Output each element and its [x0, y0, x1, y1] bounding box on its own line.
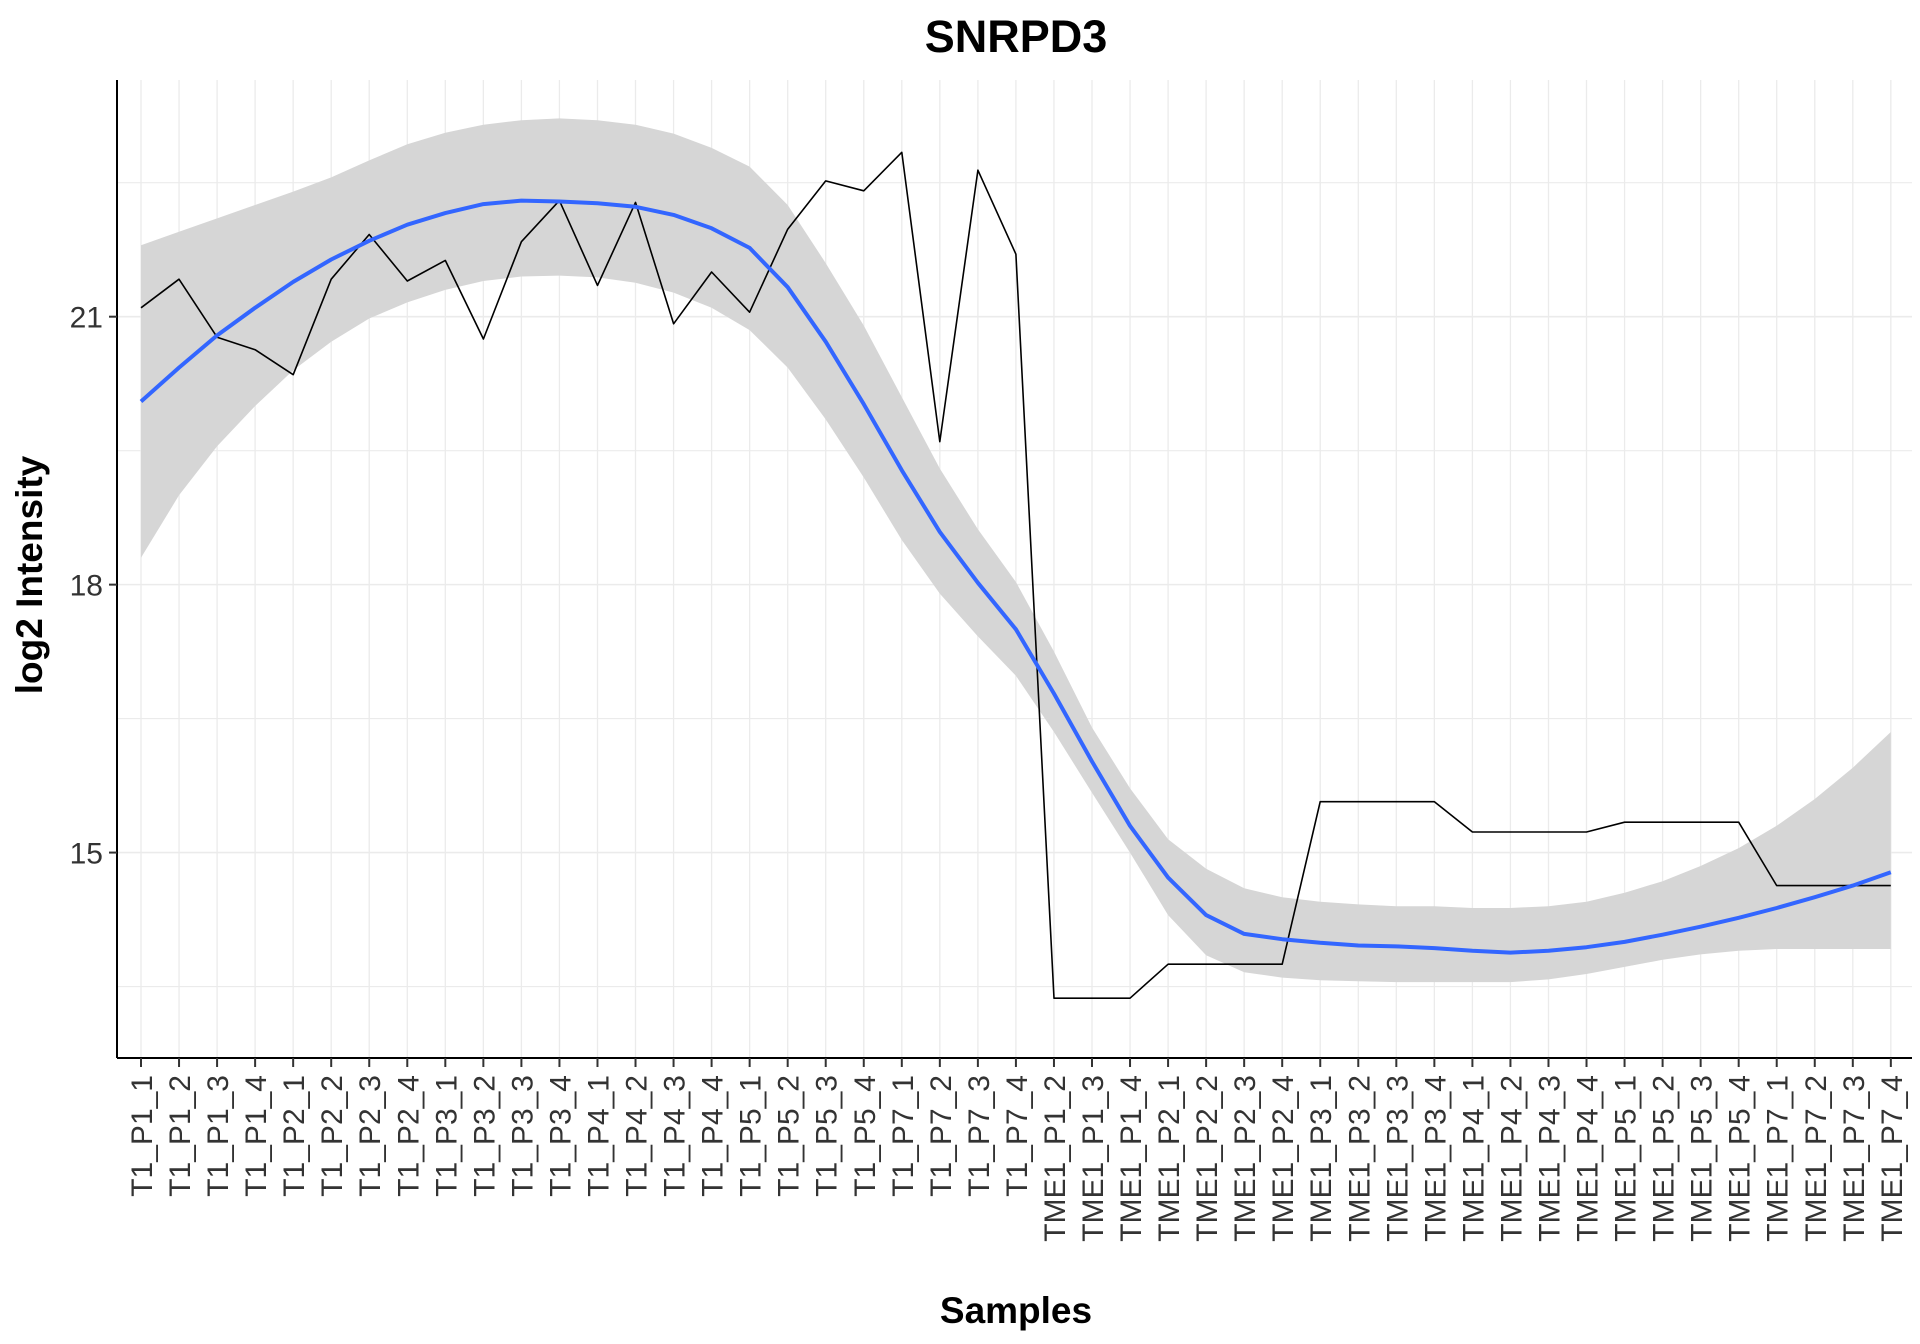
- y-tick-label: 15: [70, 838, 103, 871]
- x-tick-label: T1_P7_2: [925, 1075, 958, 1197]
- x-tick-label: TME1_P7_2: [1800, 1075, 1833, 1242]
- x-tick-label: T1_P1_3: [202, 1075, 235, 1197]
- x-tick-label: T1_P4_3: [659, 1075, 692, 1197]
- x-tick-label: T1_P7_1: [887, 1075, 920, 1197]
- x-tick-label: T1_P3_4: [544, 1075, 577, 1197]
- smooth-line: [139, 198, 1892, 955]
- axes: [116, 80, 1912, 1059]
- x-tick-label: TME1_P7_3: [1838, 1075, 1871, 1242]
- x-tick-label: T1_P4_2: [621, 1075, 654, 1197]
- x-tick-label: TME1_P2_3: [1229, 1075, 1262, 1242]
- x-tick-label: TME1_P3_2: [1343, 1075, 1376, 1242]
- x-tick-label: TME1_P7_4: [1876, 1075, 1909, 1242]
- x-tick-label: T1_P5_2: [773, 1075, 806, 1197]
- x-tick-label: TME1_P3_1: [1305, 1075, 1338, 1242]
- x-tick-label: T1_P2_4: [392, 1075, 425, 1197]
- x-tick-label: TME1_P2_2: [1191, 1075, 1224, 1242]
- x-tick-label: T1_P5_3: [811, 1075, 844, 1197]
- x-tick-label: T1_P2_1: [278, 1075, 311, 1197]
- chart-title: SNRPD3: [925, 11, 1108, 62]
- x-tick-label: TME1_P1_3: [1077, 1075, 1110, 1242]
- x-tick-label: T1_P2_2: [316, 1075, 349, 1197]
- x-tick-label: TME1_P4_4: [1572, 1075, 1605, 1242]
- x-tick-label: T1_P5_1: [735, 1075, 768, 1197]
- x-tick-label: TME1_P5_2: [1648, 1075, 1681, 1242]
- x-tick-label: TME1_P5_3: [1686, 1075, 1719, 1242]
- x-tick-label: TME1_P5_4: [1724, 1075, 1757, 1242]
- y-ticks: 15 18 21: [70, 302, 117, 871]
- x-tick-label: T1_P5_4: [849, 1075, 882, 1197]
- x-tick-label: TME1_P2_1: [1153, 1075, 1186, 1242]
- x-tick-label: TME1_P4_3: [1534, 1075, 1567, 1242]
- x-tick-label: TME1_P4_1: [1457, 1075, 1490, 1242]
- x-tick-label: TME1_P7_1: [1762, 1075, 1795, 1242]
- x-tick-label: TME1_P5_1: [1610, 1075, 1643, 1242]
- observed-line: [140, 151, 1891, 1000]
- x-tick-label: T1_P3_3: [506, 1075, 539, 1197]
- confidence-band: [141, 118, 1891, 983]
- y-tick-label: 18: [70, 570, 103, 603]
- x-tick-label: T1_P7_4: [1001, 1075, 1034, 1197]
- x-tick-label: TME1_P2_4: [1267, 1075, 1300, 1242]
- x-tick-label: T1_P1_2: [164, 1075, 197, 1197]
- x-ticks: T1_P1_1 T1_P1_2 T1_P1_3 T1_P1_4 T1_P2_1 T1_P2…: [126, 1058, 1909, 1242]
- x-tick-label: TME1_P3_4: [1419, 1075, 1452, 1242]
- x-tick-label: T1_P7_3: [963, 1075, 996, 1197]
- x-tick-label: T1_P3_2: [468, 1075, 501, 1197]
- y-axis-title: log2 Intensity: [9, 455, 50, 694]
- x-axis-title: Samples: [940, 1290, 1092, 1331]
- x-tick-label: TME1_P3_3: [1381, 1075, 1414, 1242]
- x-tick-label: T1_P3_1: [430, 1075, 463, 1197]
- y-tick-label: 21: [70, 302, 103, 335]
- x-tick-label: T1_P1_4: [240, 1075, 273, 1197]
- x-tick-label: TME1_P4_2: [1495, 1075, 1528, 1242]
- x-tick-label: T1_P1_1: [126, 1075, 159, 1197]
- x-tick-label: T1_P2_3: [354, 1075, 387, 1197]
- x-tick-label: TME1_P1_4: [1115, 1075, 1148, 1242]
- x-tick-label: T1_P4_4: [697, 1075, 730, 1197]
- x-tick-label: T1_P4_1: [583, 1075, 616, 1197]
- x-tick-label: TME1_P1_2: [1039, 1075, 1072, 1242]
